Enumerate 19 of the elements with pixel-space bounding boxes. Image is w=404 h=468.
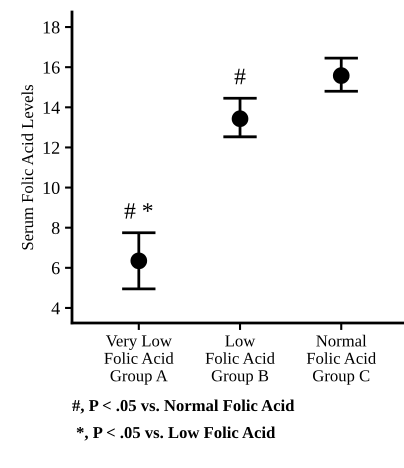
annotation: # [234,68,246,84]
y-tick-label: 14 [44,102,60,114]
y-tick-label: 4 [52,302,60,314]
y-tick-label: 12 [44,142,60,154]
y-tick-label: 10 [44,182,60,194]
x-tick-label: Low Folic Acid Group B [206,335,275,385]
annotation: # * [124,203,152,219]
x-tick-label: Normal Folic Acid Group C [306,334,376,385]
y-tick-label: 8 [52,222,60,234]
y-tick-label: 16 [44,61,60,74]
y-tick-label: 18 [44,21,60,34]
y-axis-title: Serum Folic Acid Levels [21,85,34,250]
point [130,252,148,270]
y-tick-label: 6 [52,262,60,274]
text: #, P < .05 vs. Normal Folic Acid [72,399,294,414]
point [332,67,350,84]
point [232,110,248,128]
text: *, P < .05 vs. Low Folic Acid [76,426,276,441]
x-tick-label: Very Low Folic Acid Group A [104,335,174,385]
